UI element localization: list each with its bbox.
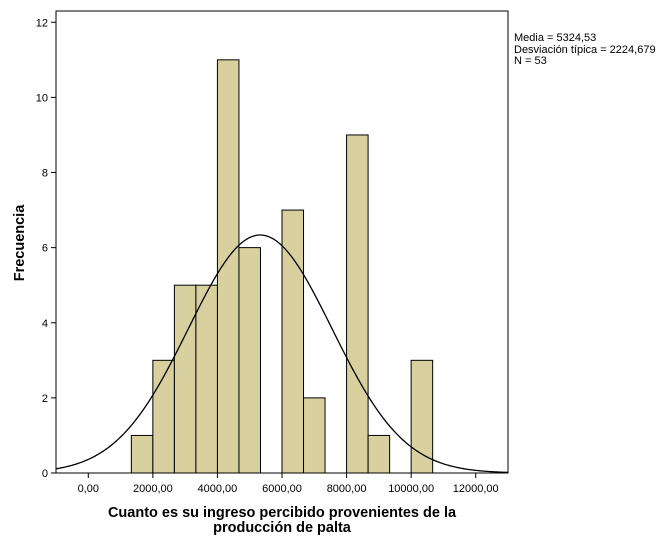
stats-sd: Desviación típica = 2224,679	[514, 43, 656, 56]
histogram-bar	[281, 209, 305, 474]
histogram-bar	[410, 359, 434, 474]
stats-n: N = 53	[514, 55, 547, 67]
y-tick-label: 0	[42, 468, 48, 480]
x-tick-label: 12000,00	[453, 483, 499, 495]
y-tick-label: 8	[42, 168, 48, 180]
bars-group	[130, 59, 434, 474]
x-tick-label: 8000,00	[327, 483, 367, 495]
histogram-bar	[173, 284, 197, 474]
x-tick-label: 0,00	[78, 483, 99, 495]
histogram-bar	[346, 134, 369, 474]
x-axis: 0,00 2000,00 4000,00 6000,00 8000,00 10000,00…	[78, 473, 499, 495]
stats-box: Media = 5324,53 Desviación típica = 2224…	[514, 32, 656, 68]
stats-mean: Media = 5324,53	[514, 32, 597, 44]
y-tick-label: 2	[42, 393, 48, 405]
x-axis-title: Cuanto es su ingreso percibido provenien…	[56, 506, 508, 536]
y-tick-label: 6	[42, 243, 48, 255]
histogram-bar	[130, 434, 154, 474]
y-tick-label: 12	[36, 17, 48, 29]
y-tick-label: 10	[36, 92, 48, 104]
normal-curve	[55, 234, 509, 474]
histogram-bar	[303, 397, 326, 474]
histogram-bar	[195, 284, 218, 474]
y-axis-title: Frecuencia	[12, 204, 28, 282]
x-tick-label: 10000,00	[388, 483, 434, 495]
x-tick-label: 6000,00	[262, 483, 302, 495]
x-tick-label: 2000,00	[133, 483, 173, 495]
y-axis: 0 2 4 6 8 10 12	[36, 17, 56, 480]
histogram-bar	[367, 434, 391, 474]
histogram-bar	[238, 247, 261, 474]
x-axis-title-line-2: producción de palta	[213, 520, 351, 536]
y-tick-label: 4	[42, 318, 48, 330]
x-tick-label: 4000,00	[198, 483, 238, 495]
x-axis-title-line-1: Cuanto es su ingreso percibido provenien…	[107, 505, 457, 521]
histogram-bar	[216, 59, 240, 474]
